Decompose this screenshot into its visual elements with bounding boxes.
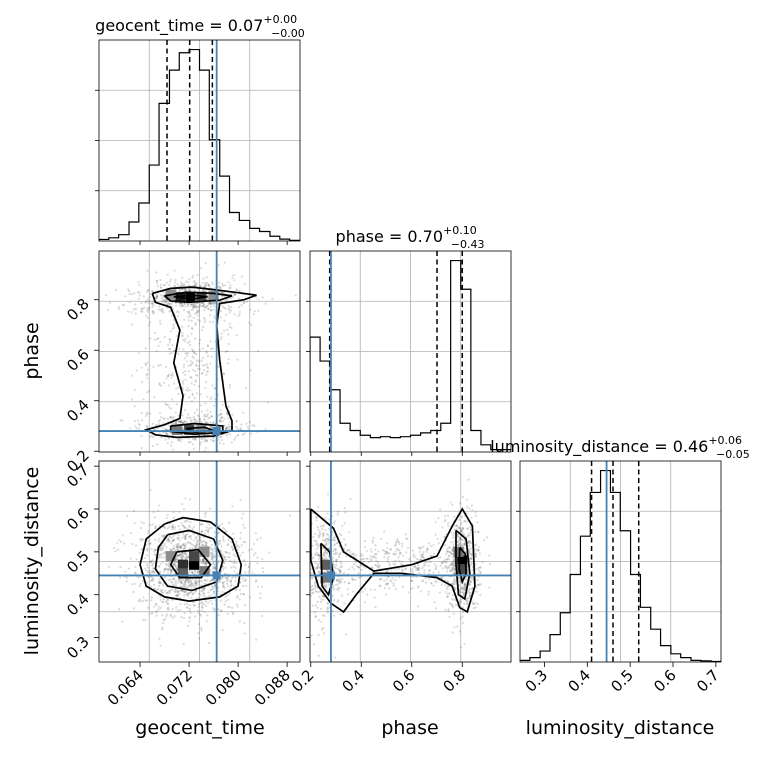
title-minus: −0.00 [271, 27, 305, 40]
title-median: 0.70 [407, 227, 443, 246]
density-cell [196, 423, 207, 434]
y-tick-label-luminosity-distance: 0.4 [63, 590, 93, 620]
panel-phase-vs-luminosity-distance [309, 460, 512, 663]
scatter-area [99, 461, 300, 662]
density-cell [457, 564, 468, 575]
title-phase: phase = 0.70+0.10 −0.43 [336, 224, 485, 251]
hist-area [99, 40, 300, 241]
title-plus: +0.10 [443, 224, 477, 237]
panel-frame [98, 460, 301, 663]
density-cell [185, 292, 196, 303]
density-cell [177, 568, 188, 579]
hist-area [310, 251, 511, 452]
title-param-name: phase [336, 227, 384, 246]
contour-0 [310, 507, 476, 614]
x-tick-label-luminosity-distance: 0.7 [693, 666, 723, 696]
title-median: 0.07 [228, 16, 264, 35]
hist-area [520, 461, 721, 662]
contour-2 [455, 529, 471, 601]
title-param-name: luminosity_distance [490, 437, 649, 457]
contour-0 [139, 516, 243, 602]
contour-2 [173, 294, 208, 301]
truth-marker [326, 571, 335, 580]
title-luminosity-distance: luminosity_distance = 0.46+0.06 −0.05 [490, 434, 750, 461]
x-tick-label-luminosity-distance: 0.3 [522, 666, 552, 696]
density-cell [453, 546, 464, 557]
density-cell [171, 424, 182, 435]
contour-3 [458, 547, 467, 585]
y-tick-label-phase: 0.4 [63, 396, 93, 426]
x-axis-label-luminosity-distance: luminosity_distance [526, 717, 715, 739]
x-tick-label-phase: 0.2 [288, 666, 318, 696]
histogram-phase [310, 259, 511, 452]
panel-geocent-time-vs-luminosity-distance [98, 460, 301, 663]
sample-cloud [107, 489, 292, 647]
x-tick-label-phase: 0.4 [339, 666, 369, 696]
density-cell [457, 555, 468, 566]
title-minus: −0.43 [451, 238, 485, 251]
panel-frame [98, 250, 301, 453]
sample-cloud [104, 261, 297, 452]
density-cell [320, 559, 331, 570]
x-tick-label-phase: 0.6 [389, 666, 419, 696]
density-cell [208, 290, 219, 301]
y-tick-label-phase: 0.8 [63, 295, 93, 325]
title-minus: −0.05 [716, 448, 750, 461]
x-tick-label-geocent-time: 0.072 [153, 666, 196, 709]
panel-geocent-time-vs-phase [98, 250, 301, 453]
truth-marker [212, 571, 221, 580]
scatter-area [310, 461, 511, 662]
density-cell [199, 566, 210, 577]
title-plus: +0.06 [708, 434, 742, 447]
x-tick-label-phase: 0.8 [440, 666, 470, 696]
y-axis-label-phase: phase [21, 322, 43, 379]
y-tick-label-phase: 0.6 [63, 345, 93, 375]
density-cell [189, 559, 200, 570]
histogram-geocent_time [99, 48, 300, 241]
histogram-luminosity_distance [520, 469, 721, 662]
density-cell [199, 546, 210, 557]
x-axis-label-geocent-time: geocent_time [135, 717, 264, 739]
truth-marker [212, 427, 221, 436]
panel-frame [309, 460, 512, 663]
x-tick-label-luminosity-distance: 0.4 [565, 666, 595, 696]
tick-marks [94, 241, 717, 667]
panel-geocent-time-hist [95, 39, 301, 242]
y-tick-label-luminosity-distance: 0.5 [63, 547, 93, 577]
x-tick-label-luminosity-distance: 0.5 [607, 666, 637, 696]
density-cell [320, 572, 331, 583]
title-param-name: geocent_time [95, 16, 204, 36]
density-cell [165, 551, 176, 562]
y-tick-label-luminosity-distance: 0.3 [63, 633, 93, 663]
x-axis-label-phase: phase [381, 717, 438, 739]
panel-phase-hist [306, 250, 512, 453]
x-tick-label-geocent-time: 0.064 [104, 666, 147, 709]
title-median: 0.46 [673, 437, 709, 456]
y-tick-label-luminosity-distance: 0.6 [63, 504, 93, 534]
y-axis-label-luminosity-distance: luminosity_distance [21, 467, 43, 656]
contour-1 [154, 529, 224, 592]
tick-labels: 0.064 0.072 0.080 0.088 0.2 0.4 0.6 0.8 … [63, 295, 722, 709]
x-tick-label-luminosity-distance: 0.6 [650, 666, 680, 696]
title-geocent-time: geocent_time = 0.07+0.00 −0.00 [95, 13, 305, 40]
contour-1 [164, 291, 233, 304]
scatter-area [99, 251, 300, 452]
density-cell [189, 551, 200, 562]
density-cell [177, 559, 188, 570]
x-tick-label-geocent-time: 0.088 [251, 666, 294, 709]
contour-2 [169, 548, 212, 579]
panel-luminosity-distance-hist [516, 460, 722, 663]
title-plus: +0.00 [263, 13, 297, 26]
x-tick-label-geocent-time: 0.080 [202, 666, 245, 709]
